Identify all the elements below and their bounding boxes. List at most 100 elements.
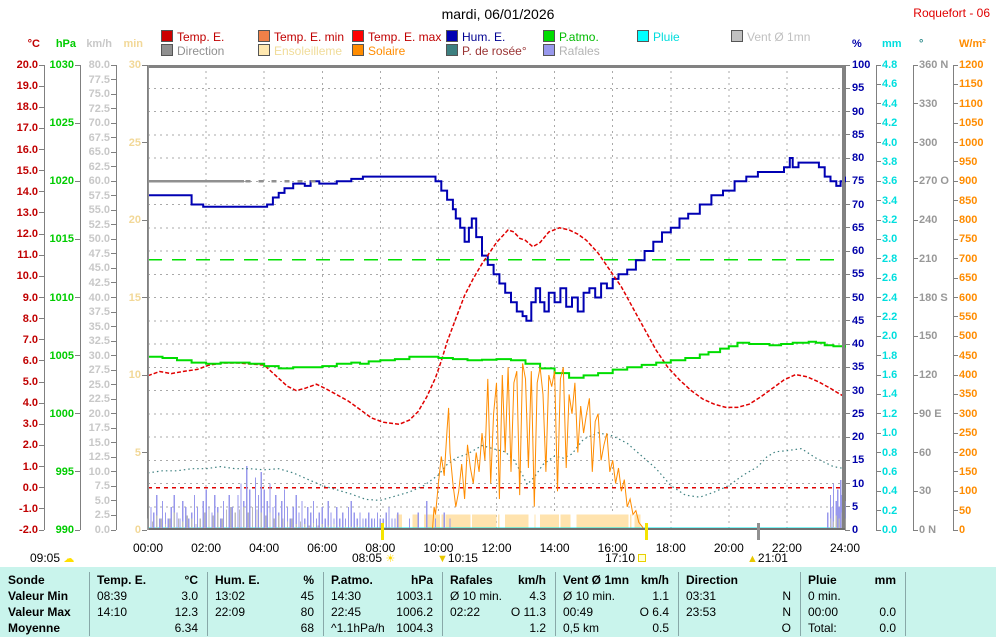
axis-tick-label: 35 [852,361,865,374]
axis-tick-label: 1.4 [882,388,898,401]
legend-item-label: Vent Ø 1mn [747,30,811,44]
legend-item-label: Solaire [368,44,406,58]
axis-tick [953,374,958,376]
table-cell: 13:02 45 [207,588,323,604]
cell-label: 08:39 [97,589,128,603]
axis-tick [845,64,850,66]
series-Solaire [432,363,646,531]
axis-tick [75,355,80,357]
axis-tick-label: 300 [919,136,938,149]
axis-tick [39,212,44,214]
annotation-moonset-arrow: ▼10:15 [437,551,478,565]
table-cell: Total: 0.0 [800,620,905,636]
axis-tick [845,134,850,136]
axis-tick-label: 1030 [49,59,74,71]
legend-item: Pluie [637,30,680,44]
axis-tick [913,142,918,143]
axis-tick-label: 18.0 [16,101,38,114]
axis-tick [953,161,958,163]
legend-item-label: Ensoleilleme [274,44,343,58]
legend-item: Temp. E. min [258,30,344,44]
axis-tick [876,452,881,453]
cell-label: 03:31 [686,589,717,603]
axis-tick-label: 77.5 [88,73,110,86]
annotation-time: 21:01 [757,551,788,565]
cell-label: 13:02 [215,589,246,603]
axis-tick-label: 150 [959,465,978,478]
cell-label: Vent Ø 1mn [563,573,630,587]
axis-tick [913,297,918,298]
table-cell: 14:10 12.3 [89,604,207,620]
axis-tick [111,64,116,66]
cell-label: 14:10 [97,605,128,619]
axis-tick-label: 50 [852,291,865,304]
axis-tick-label: 45 [852,314,865,327]
axis-tick [876,413,881,415]
x-axis-label: 20:00 [713,541,744,555]
cell-value: km/h [517,573,546,587]
axis-tick-label: 1150 [959,78,983,91]
chart-title: mardi, 06/01/2026 [441,6,555,22]
table-cell: 03:31 N [678,588,800,604]
cell-value: O [781,621,791,635]
axis-tick [876,490,881,492]
cell-label: ^1.1hPa/h [331,621,385,635]
axis-tick [876,277,881,279]
legend-swatch-icon [161,30,173,42]
axis-tick [913,258,918,260]
cell-label: Direction [686,573,739,587]
axis-tick [111,137,116,139]
axis-tick [111,122,116,124]
table-cell: 00:49 O 6.4 [555,604,678,620]
axis-tick [876,64,881,66]
table-header-cell: Rafales km/h [442,572,555,588]
cell-value: 45 [300,589,314,603]
x-axis-label: 10:00 [423,541,454,555]
axis-tick [876,142,881,143]
axis-tick-label: 37.5 [88,306,110,319]
axis-tick-label: 0.2 [882,504,898,517]
axis-tick [75,122,80,124]
cell-value: O 11.3 [510,605,546,619]
axis-tick-label: 1010 [49,291,74,304]
axis-tick [845,297,850,298]
series-Temp. E. [147,227,846,426]
axis-tick-label: 5 [134,446,141,459]
legend-swatch-icon [258,44,270,56]
axis-tick-label: 15.0 [16,164,38,177]
legend-item-label: Direction [177,44,225,58]
axis-tick-label: 60 [919,446,932,459]
table-header-cell: Pluie mm [800,572,905,588]
axis-tick-label: 30 [852,384,865,397]
axis-tick-label: 25 [852,407,865,420]
axis-tick [913,219,918,221]
axis-line-sun [147,65,148,530]
axis-tick-label: 70 [852,198,865,211]
axis-tick-label: 2.8 [882,252,898,265]
table-empty-col [905,588,996,604]
axis-tick [845,506,850,508]
axis-tick-label: 25 [128,136,141,149]
axis-tick [39,423,44,425]
axis-tick-label: 42.5 [88,276,110,289]
axis-tick [913,103,918,105]
axis-tick-label: 700 [959,252,978,265]
axis-tick [845,87,850,89]
axis-tick [876,161,881,163]
annotation-time: 08:05 [352,551,386,565]
legend-swatch-icon [352,44,364,56]
axis-tick [913,529,918,531]
axis-tick-label: 550 [959,310,978,323]
axis-tick-label: 240 [919,214,938,226]
axis-tick-label: 65 [852,221,865,234]
x-axis-label: 18:00 [655,541,686,555]
axis-tick [845,366,850,368]
axis-tick [39,254,44,256]
axis-tick [953,277,958,279]
cell-label: Moyenne [8,621,61,635]
axis-tick-label: 360 N [919,59,949,71]
table-empty-col [905,604,996,620]
legend-item: Vent Ø 1mn [731,30,811,44]
axis-tick-label: 30 [919,485,932,498]
annotation-time: 09:05 [30,551,64,565]
